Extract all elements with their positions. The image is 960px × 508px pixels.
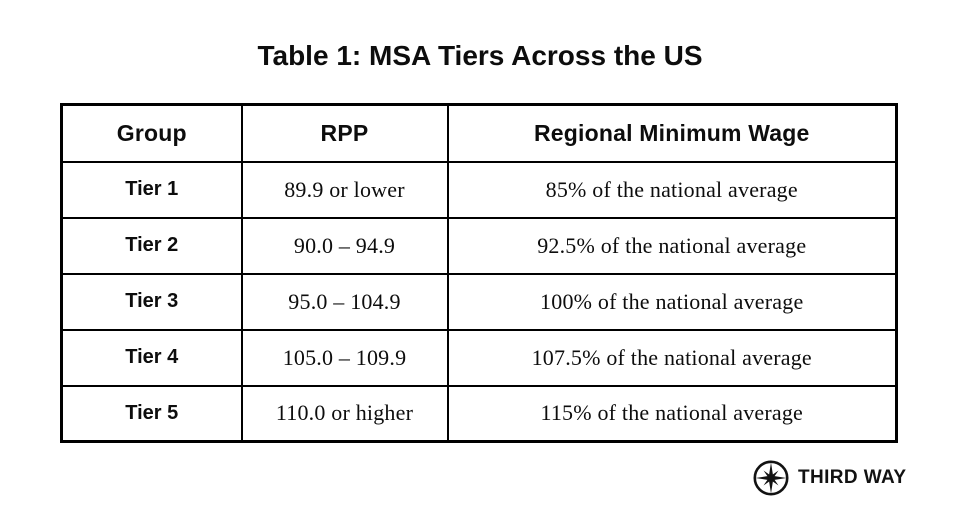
table-title: Table 1: MSA Tiers Across the US <box>257 40 703 71</box>
rpp-value: 105.0 – 109.9 <box>240 328 449 387</box>
table-row: Tier 5 110.0 or higher 115% of the natio… <box>60 384 898 443</box>
brand-name: THIRD WAY <box>798 467 907 488</box>
table-row: Tier 1 89.9 or lower 85% of the national… <box>60 160 898 219</box>
compass-star-icon <box>753 460 789 496</box>
tier-label: Tier 2 <box>60 216 243 275</box>
rpp-value: 90.0 – 94.9 <box>240 216 449 275</box>
tier-label: Tier 5 <box>60 384 243 443</box>
rpp-value: 110.0 or higher <box>240 384 449 443</box>
table-row: Tier 3 95.0 – 104.9 100% of the national… <box>60 272 898 331</box>
wage-value: 100% of the national average <box>446 272 898 331</box>
column-header-wage: Regional Minimum Wage <box>446 103 898 163</box>
table-row: Tier 2 90.0 – 94.9 92.5% of the national… <box>60 216 898 275</box>
table-row: Tier 4 105.0 – 109.9 107.5% of the natio… <box>60 328 898 387</box>
wage-value: 115% of the national average <box>446 384 898 443</box>
rpp-value: 95.0 – 104.9 <box>240 272 449 331</box>
tier-label: Tier 4 <box>60 328 243 387</box>
tier-label: Tier 1 <box>60 160 243 219</box>
wage-value: 85% of the national average <box>446 160 898 219</box>
wage-value: 92.5% of the national average <box>446 216 898 275</box>
third-way-logo: THIRD WAY <box>752 458 906 498</box>
msa-tiers-table: Group RPP Regional Minimum Wage Tier 1 8… <box>60 103 898 443</box>
column-header-rpp: RPP <box>240 103 449 163</box>
rpp-value: 89.9 or lower <box>240 160 449 219</box>
header-row: Group RPP Regional Minimum Wage <box>60 103 898 163</box>
column-header-group: Group <box>60 103 243 163</box>
wage-value: 107.5% of the national average <box>446 328 898 387</box>
tier-label: Tier 3 <box>60 272 243 331</box>
